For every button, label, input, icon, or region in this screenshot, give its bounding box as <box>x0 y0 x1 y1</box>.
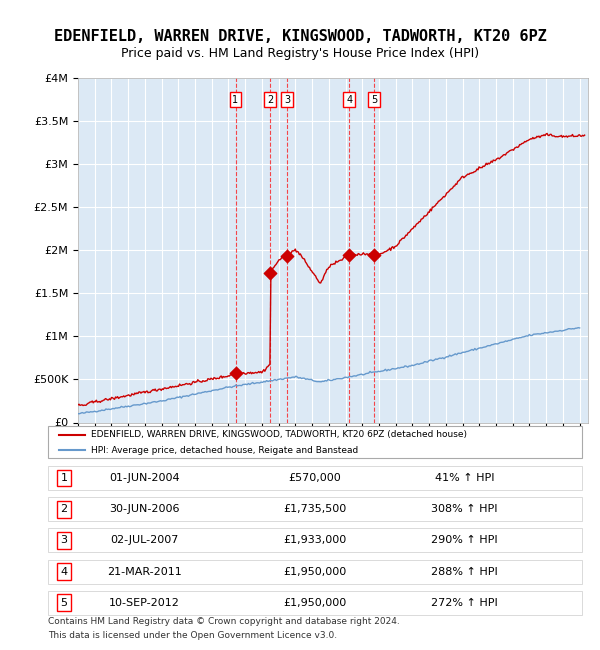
Text: 3: 3 <box>61 536 68 545</box>
FancyBboxPatch shape <box>48 466 582 490</box>
Text: 5: 5 <box>61 598 68 608</box>
Text: 290% ↑ HPI: 290% ↑ HPI <box>431 536 498 545</box>
Text: Contains HM Land Registry data © Crown copyright and database right 2024.: Contains HM Land Registry data © Crown c… <box>48 617 400 626</box>
Text: EDENFIELD, WARREN DRIVE, KINGSWOOD, TADWORTH, KT20 6PZ (detached house): EDENFIELD, WARREN DRIVE, KINGSWOOD, TADW… <box>91 430 467 439</box>
Text: 21-MAR-2011: 21-MAR-2011 <box>107 567 181 577</box>
Text: 1: 1 <box>232 94 239 105</box>
Point <box>369 250 379 260</box>
Text: £1,933,000: £1,933,000 <box>283 536 347 545</box>
Text: 1: 1 <box>61 473 68 483</box>
FancyBboxPatch shape <box>48 591 582 615</box>
Text: 41% ↑ HPI: 41% ↑ HPI <box>435 473 494 483</box>
Text: 272% ↑ HPI: 272% ↑ HPI <box>431 598 498 608</box>
FancyBboxPatch shape <box>48 497 582 521</box>
Text: 30-JUN-2006: 30-JUN-2006 <box>109 504 179 514</box>
Text: 2: 2 <box>267 94 273 105</box>
Text: £570,000: £570,000 <box>289 473 341 483</box>
Text: £1,735,500: £1,735,500 <box>283 504 347 514</box>
Text: Price paid vs. HM Land Registry's House Price Index (HPI): Price paid vs. HM Land Registry's House … <box>121 47 479 60</box>
Text: 02-JUL-2007: 02-JUL-2007 <box>110 536 178 545</box>
Text: 288% ↑ HPI: 288% ↑ HPI <box>431 567 498 577</box>
Text: 5: 5 <box>371 94 377 105</box>
Text: 3: 3 <box>284 94 290 105</box>
Text: 2: 2 <box>61 504 68 514</box>
Point <box>344 250 354 260</box>
Text: 10-SEP-2012: 10-SEP-2012 <box>109 598 179 608</box>
Text: £1,950,000: £1,950,000 <box>283 567 347 577</box>
Point <box>231 368 241 378</box>
Text: EDENFIELD, WARREN DRIVE, KINGSWOOD, TADWORTH, KT20 6PZ: EDENFIELD, WARREN DRIVE, KINGSWOOD, TADW… <box>53 29 547 44</box>
FancyBboxPatch shape <box>48 426 582 458</box>
FancyBboxPatch shape <box>48 560 582 584</box>
Point <box>282 251 292 261</box>
Point <box>265 268 275 278</box>
Text: 308% ↑ HPI: 308% ↑ HPI <box>431 504 498 514</box>
Text: This data is licensed under the Open Government Licence v3.0.: This data is licensed under the Open Gov… <box>48 631 337 640</box>
FancyBboxPatch shape <box>48 528 582 552</box>
Text: £1,950,000: £1,950,000 <box>283 598 347 608</box>
Text: HPI: Average price, detached house, Reigate and Banstead: HPI: Average price, detached house, Reig… <box>91 446 358 454</box>
Text: 4: 4 <box>346 94 352 105</box>
Text: 01-JUN-2004: 01-JUN-2004 <box>109 473 179 483</box>
Text: 4: 4 <box>61 567 68 577</box>
